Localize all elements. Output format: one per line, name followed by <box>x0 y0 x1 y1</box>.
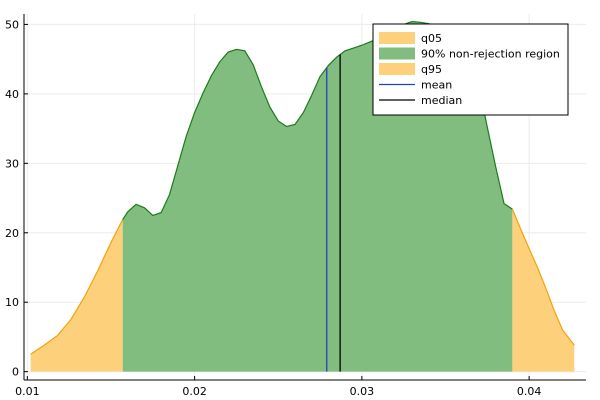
legend-label: mean <box>421 79 452 92</box>
q95-tail-outline <box>511 208 575 346</box>
q05-tail-area <box>30 219 123 372</box>
y-tick-label: 10 <box>5 296 19 309</box>
y-tick-label: 20 <box>5 227 19 240</box>
axes: 0.01 0.02 0.03 0.04 0 10 20 30 40 50 <box>5 14 586 398</box>
legend-swatch <box>379 63 415 75</box>
x-tick-label: 0.03 <box>350 385 375 398</box>
q95-tail-area <box>512 209 575 372</box>
legend-swatch <box>379 47 415 60</box>
x-tick-label: 0.01 <box>15 385 40 398</box>
q05-tail-outline <box>30 219 124 355</box>
legend-label: median <box>421 94 462 107</box>
legend-label: q95 <box>421 63 442 76</box>
x-tick-label: 0.04 <box>517 385 542 398</box>
legend-label: q05 <box>421 32 442 45</box>
legend-label: 90% non-rejection region <box>421 48 560 61</box>
legend-swatch <box>379 32 415 44</box>
y-tick-label: 0 <box>12 366 19 379</box>
y-tick-label: 30 <box>5 157 19 170</box>
y-tick-label: 50 <box>5 18 19 31</box>
x-tick-label: 0.02 <box>182 385 207 398</box>
legend: q05 90% non-rejection region q95 mean median <box>372 23 569 116</box>
y-tick-label: 40 <box>5 88 19 101</box>
